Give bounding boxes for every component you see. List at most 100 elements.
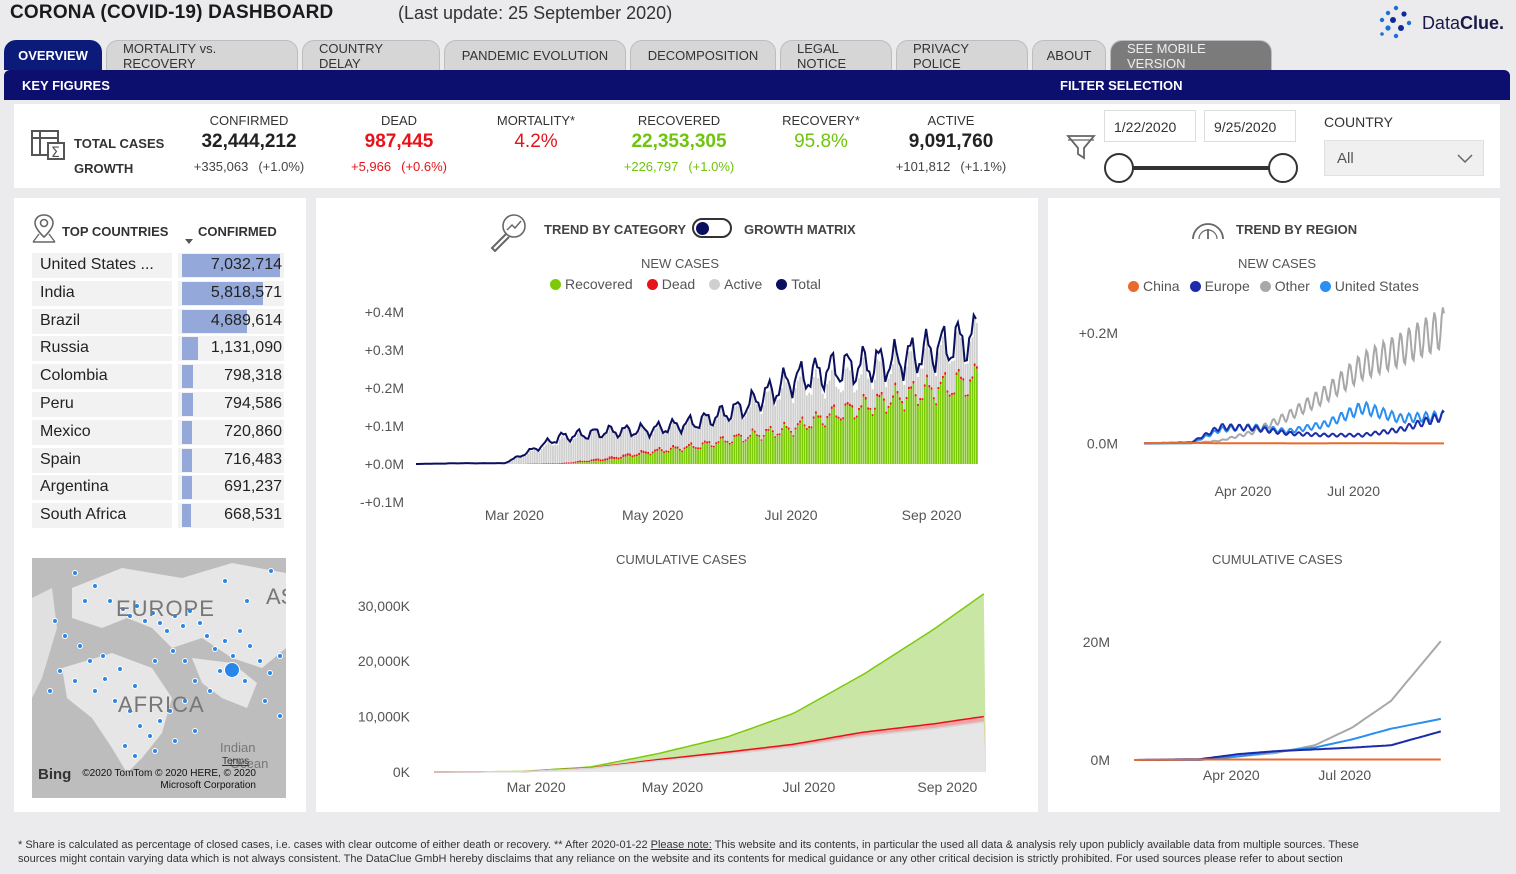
- map-bubble[interactable]: [157, 620, 163, 626]
- table-row[interactable]: Russia 1,131,090: [32, 336, 284, 362]
- dataclue-logo[interactable]: DataClue.: [1376, 4, 1504, 42]
- tab-overview[interactable]: OVERVIEW: [4, 40, 102, 70]
- map-bubble[interactable]: [157, 718, 163, 724]
- map-bubble[interactable]: [147, 733, 153, 739]
- map-bubble[interactable]: [204, 633, 210, 639]
- map-bubble[interactable]: [77, 643, 83, 649]
- map-bubble[interactable]: [100, 653, 106, 659]
- legend-china[interactable]: China: [1128, 278, 1180, 294]
- map-bubble[interactable]: [134, 603, 140, 609]
- map-bubble[interactable]: [244, 598, 250, 604]
- world-bubble-map[interactable]: EUROPE AFRICA AS Indian Ocean Bing Terms…: [32, 558, 286, 798]
- map-bubble[interactable]: [72, 678, 78, 684]
- map-bubble[interactable]: [237, 628, 243, 634]
- map-bubble[interactable]: [132, 683, 138, 689]
- map-bubble[interactable]: [247, 643, 253, 649]
- map-bubble[interactable]: [230, 653, 236, 659]
- map-bubble[interactable]: [217, 668, 223, 674]
- map-bubble[interactable]: [122, 743, 128, 749]
- table-row[interactable]: South Africa 668,531: [32, 503, 284, 529]
- category-cumulative-chart[interactable]: 30,000K 20,000K 10,000K 0K Mar 2020 May 2020 J…: [316, 578, 1038, 808]
- map-bubble[interactable]: [120, 606, 126, 612]
- table-row[interactable]: United States ... 7,032,714: [32, 253, 284, 278]
- map-bubble[interactable]: [222, 638, 228, 644]
- map-bubble-large[interactable]: [224, 662, 240, 678]
- country-select[interactable]: All: [1324, 140, 1484, 176]
- legend-united-states[interactable]: United States: [1319, 278, 1419, 294]
- tab-country-delay[interactable]: COUNTRY DELAY: [302, 40, 440, 71]
- tab-decomposition[interactable]: DECOMPOSITION: [630, 40, 776, 70]
- legend-active[interactable]: Active: [709, 276, 762, 292]
- tab-about[interactable]: ABOUT: [1032, 40, 1106, 70]
- tab-see-mobile-version[interactable]: SEE MOBILE VERSION: [1110, 40, 1272, 71]
- map-bubble[interactable]: [107, 598, 113, 604]
- date-slider-start-handle[interactable]: [1104, 153, 1134, 183]
- map-bubble[interactable]: [142, 618, 148, 624]
- map-bubble[interactable]: [102, 676, 108, 682]
- map-bubble[interactable]: [117, 666, 123, 672]
- sort-descending-icon[interactable]: [184, 238, 194, 246]
- map-bubble[interactable]: [62, 633, 68, 639]
- map-bubble[interactable]: [207, 688, 213, 694]
- region-cumulative-chart[interactable]: 20M 0M Apr 2020 Jul 2020: [1048, 578, 1500, 798]
- date-slider-end-handle[interactable]: [1268, 153, 1298, 183]
- tab-pandemic-evolution[interactable]: PANDEMIC EVOLUTION: [444, 40, 626, 70]
- map-bubble[interactable]: [132, 753, 138, 759]
- legend-europe[interactable]: Europe: [1189, 278, 1250, 294]
- map-bubble[interactable]: [187, 608, 193, 614]
- growth-matrix-toggle[interactable]: [692, 218, 732, 238]
- map-bubble[interactable]: [212, 646, 218, 652]
- map-bubble[interactable]: [242, 678, 248, 684]
- table-row[interactable]: India 5,818,571: [32, 280, 284, 306]
- map-bubble[interactable]: [72, 570, 78, 576]
- legend-total[interactable]: Total: [776, 276, 821, 292]
- map-bubble[interactable]: [92, 688, 98, 694]
- confirmed-column-header[interactable]: CONFIRMED: [198, 224, 277, 239]
- map-bubble[interactable]: [192, 728, 198, 734]
- map-bubble[interactable]: [164, 628, 170, 634]
- map-bubble[interactable]: [92, 583, 98, 589]
- map-bubble[interactable]: [137, 723, 143, 729]
- map-bubble[interactable]: [127, 708, 133, 714]
- map-bubble[interactable]: [277, 653, 283, 659]
- map-terms-link[interactable]: Terms: [222, 756, 250, 767]
- map-bubble[interactable]: [267, 670, 273, 676]
- date-slider-track[interactable]: [1108, 166, 1283, 170]
- map-bubble[interactable]: [182, 658, 188, 664]
- table-row[interactable]: Spain 716,483: [32, 447, 284, 473]
- map-bubble[interactable]: [262, 698, 268, 704]
- map-bubble[interactable]: [87, 658, 93, 664]
- filter-icon[interactable]: [1066, 132, 1096, 162]
- map-bubble[interactable]: [112, 698, 118, 704]
- map-bubble[interactable]: [257, 658, 263, 664]
- legend-other[interactable]: Other: [1259, 278, 1310, 294]
- legend-dead[interactable]: Dead: [646, 276, 695, 292]
- table-row[interactable]: Colombia 798,318: [32, 364, 284, 390]
- category-new-cases-chart[interactable]: +0.4M +0.3M +0.2M +0.1M +0.0M -+0.1M Mar 2020 M…: [316, 296, 1038, 536]
- region-new-cases-chart[interactable]: +0.2M 0.0M Apr 2020 Jul 2020: [1048, 302, 1500, 512]
- map-bubble[interactable]: [197, 620, 203, 626]
- map-bubble[interactable]: [182, 698, 188, 704]
- map-bubble[interactable]: [277, 713, 283, 719]
- map-bubble[interactable]: [52, 618, 58, 624]
- map-bubble[interactable]: [82, 598, 88, 604]
- map-bubble[interactable]: [47, 688, 53, 694]
- map-bubble[interactable]: [152, 748, 158, 754]
- table-row[interactable]: Mexico 720,860: [32, 419, 284, 445]
- map-bubble[interactable]: [152, 658, 158, 664]
- tab-mortality-vs-recovery[interactable]: MORTALITY vs. RECOVERY: [106, 40, 298, 71]
- map-bubble[interactable]: [172, 738, 178, 744]
- tab-legal-notice[interactable]: LEGAL NOTICE: [780, 40, 892, 71]
- table-row[interactable]: Peru 794,586: [32, 392, 284, 417]
- map-bubble[interactable]: [57, 668, 63, 674]
- map-bubble[interactable]: [167, 708, 173, 714]
- map-bubble[interactable]: [172, 613, 178, 619]
- map-bubble[interactable]: [180, 623, 186, 629]
- table-row[interactable]: Brazil 4,689,614: [32, 308, 284, 334]
- map-bubble[interactable]: [127, 613, 133, 619]
- date-to-input[interactable]: 9/25/2020: [1204, 110, 1296, 142]
- tab-privacy-police[interactable]: PRIVACY POLICE: [896, 40, 1028, 71]
- map-bubble[interactable]: [222, 578, 228, 584]
- date-from-input[interactable]: 1/22/2020: [1104, 110, 1196, 142]
- table-row[interactable]: Argentina 691,237: [32, 475, 284, 501]
